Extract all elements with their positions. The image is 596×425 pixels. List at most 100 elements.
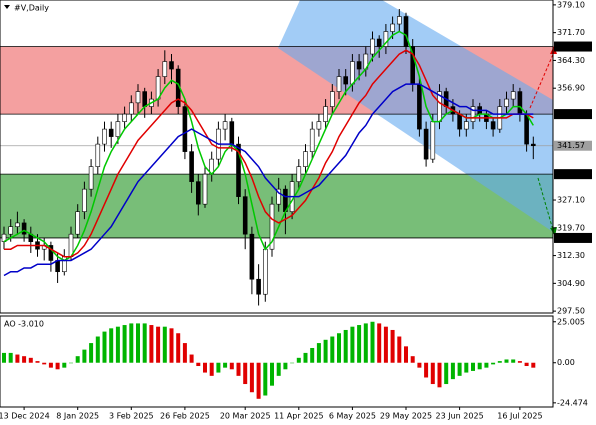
candle-body <box>202 173 208 205</box>
ao-bar <box>283 362 288 370</box>
candle-body <box>249 233 255 280</box>
main-frame <box>0 0 554 314</box>
candle-body <box>129 102 134 115</box>
level-label-box <box>554 109 592 120</box>
x-tick-label: 6 May 2025 <box>329 412 376 421</box>
candle-body <box>383 31 389 47</box>
candle-body <box>276 188 282 205</box>
candle-body <box>189 151 194 182</box>
chart-title: #V,Daily <box>14 4 49 13</box>
candle-body <box>530 143 536 147</box>
candle-body <box>262 248 268 295</box>
ao-bar <box>464 362 469 373</box>
ao-bar <box>430 362 435 385</box>
down-arrow <box>537 177 554 231</box>
candle-body <box>15 222 20 227</box>
y-tick-label: 356.90 <box>557 84 585 93</box>
ao-bar <box>169 328 174 363</box>
candle-body <box>329 91 335 107</box>
candle-body <box>343 76 349 85</box>
ao-bar <box>524 362 529 367</box>
ao-bar <box>102 331 107 363</box>
ao-bar <box>203 362 207 373</box>
ao-bar <box>229 362 234 370</box>
ao-bar <box>270 362 274 386</box>
level-label-box <box>554 232 592 243</box>
candle-body <box>510 91 516 100</box>
ao-bar <box>236 362 241 376</box>
ao-bar <box>48 362 53 368</box>
ao-bar <box>484 362 489 368</box>
level-label: 317.00 <box>557 233 585 242</box>
ao-bar <box>357 325 362 363</box>
ao-bar <box>55 362 60 370</box>
ao-frame <box>0 315 554 408</box>
ao-bar <box>142 323 147 363</box>
x-tick-label: 13 Dec 2024 <box>0 412 50 421</box>
candle-body <box>108 128 114 137</box>
x-tick-label: 29 May 2025 <box>380 412 432 421</box>
candle-body <box>376 38 382 47</box>
x-tick-label: 16 Jul 2025 <box>497 412 542 421</box>
ao-bar <box>22 356 27 363</box>
candle-body <box>242 196 248 235</box>
ao-bar <box>531 362 536 368</box>
candle-body <box>269 203 275 250</box>
ao-bar <box>477 362 482 370</box>
ao-bar <box>424 362 429 378</box>
candle-body <box>115 121 121 137</box>
level-label: 350.00 <box>557 110 585 119</box>
y-tick-label: 364.30 <box>557 56 585 65</box>
candle-body <box>323 106 328 122</box>
ao-bar <box>397 336 402 363</box>
ao-bar <box>8 352 13 363</box>
candle-body <box>504 98 509 107</box>
candle-body <box>229 121 235 145</box>
ao-bar <box>337 333 341 363</box>
ao-bar <box>437 362 442 388</box>
ao-bar <box>504 359 509 363</box>
candle-body <box>430 121 436 160</box>
candle-body <box>463 121 469 130</box>
ao-bar <box>62 362 67 368</box>
candle-body <box>48 245 54 261</box>
ao-bar <box>216 362 221 373</box>
ao-bar <box>35 361 40 363</box>
ao-bar <box>323 339 328 363</box>
ao-bar <box>350 326 355 363</box>
ao-bar <box>296 357 301 363</box>
ao-bar <box>243 362 248 385</box>
candle-body <box>423 128 429 160</box>
candle-body <box>309 128 315 152</box>
y-tick-label: 371.70 <box>557 28 585 37</box>
y-tick-label: 297.50 <box>557 307 585 316</box>
up-arrow <box>529 51 555 109</box>
ao-bar <box>189 354 194 363</box>
y-tick-label: 319.70 <box>557 223 585 232</box>
candle-body <box>182 106 188 152</box>
title-icon <box>4 5 10 9</box>
ao-bar <box>517 361 522 363</box>
moving-average <box>4 49 534 258</box>
candle-body <box>222 121 228 130</box>
x-tick-label: 8 Jan 2025 <box>56 412 99 421</box>
candle-body <box>336 76 342 92</box>
ao-bar <box>122 325 127 363</box>
level-label-box <box>554 41 592 52</box>
candle-body <box>196 181 201 205</box>
candle-body <box>524 113 529 145</box>
candle-body <box>256 278 261 295</box>
level-label-box <box>554 140 592 151</box>
ao-bar <box>491 362 496 365</box>
y-tick-label: 379.10 <box>557 0 585 9</box>
candle-body <box>303 151 308 167</box>
ao-bar <box>75 356 80 363</box>
ao-bar <box>330 336 335 363</box>
candle-body <box>8 226 13 235</box>
ao-bar <box>149 325 154 363</box>
candle-body <box>457 113 462 130</box>
ao-bar <box>136 323 140 363</box>
candle-body <box>95 143 101 167</box>
ao-bar <box>511 359 516 363</box>
